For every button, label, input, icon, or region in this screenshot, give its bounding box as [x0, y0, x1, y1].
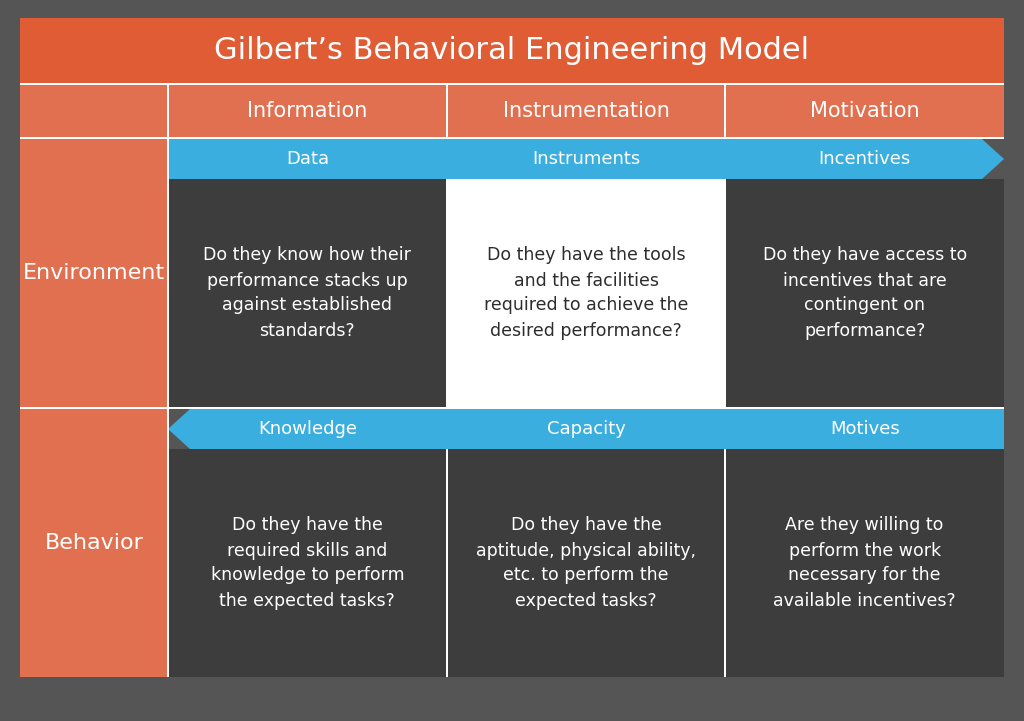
- Text: Behavior: Behavior: [45, 533, 143, 553]
- Bar: [445, 449, 447, 677]
- Bar: [20, 139, 168, 407]
- Bar: [445, 179, 447, 407]
- Bar: [446, 85, 725, 137]
- Text: Instrumentation: Instrumentation: [503, 101, 670, 121]
- Bar: [445, 85, 447, 137]
- Bar: [167, 85, 169, 677]
- Text: Instruments: Instruments: [531, 150, 640, 168]
- Text: Do they have access to
incentives that are
contingent on
performance?: Do they have access to incentives that a…: [763, 247, 967, 340]
- Bar: [168, 85, 446, 137]
- Bar: [168, 179, 446, 407]
- Text: Do they know how their
performance stacks up
against established
standards?: Do they know how their performance stack…: [204, 247, 412, 340]
- Text: Motives: Motives: [829, 420, 899, 438]
- Bar: [168, 449, 446, 677]
- Text: Do they have the
aptitude, physical ability,
etc. to perform the
expected tasks?: Do they have the aptitude, physical abil…: [476, 516, 696, 609]
- Polygon shape: [168, 139, 1004, 179]
- Bar: [724, 85, 726, 137]
- Bar: [20, 18, 1004, 83]
- Bar: [167, 85, 169, 137]
- Bar: [446, 179, 725, 407]
- Text: Knowledge: Knowledge: [258, 420, 356, 438]
- Text: Information: Information: [247, 101, 368, 121]
- Text: Do they have the tools
and the facilities
required to achieve the
desired perfor: Do they have the tools and the facilitie…: [483, 247, 688, 340]
- Text: Incentives: Incentives: [818, 150, 910, 168]
- Bar: [725, 449, 1004, 677]
- Text: Capacity: Capacity: [547, 420, 626, 438]
- Bar: [446, 449, 725, 677]
- Text: Environment: Environment: [23, 263, 165, 283]
- Bar: [20, 409, 168, 677]
- Bar: [20, 85, 168, 137]
- Text: Are they willing to
perform the work
necessary for the
available incentives?: Are they willing to perform the work nec…: [773, 516, 956, 609]
- Bar: [724, 449, 726, 677]
- Text: Data: Data: [286, 150, 329, 168]
- Bar: [724, 179, 726, 407]
- Bar: [20, 407, 1004, 409]
- Bar: [725, 85, 1004, 137]
- Bar: [20, 83, 1004, 85]
- Polygon shape: [168, 409, 1004, 449]
- Text: Motivation: Motivation: [810, 101, 920, 121]
- Bar: [20, 137, 1004, 139]
- Bar: [725, 179, 1004, 407]
- Text: Do they have the
required skills and
knowledge to perform
the expected tasks?: Do they have the required skills and kno…: [211, 516, 404, 609]
- Text: Gilbert’s Behavioral Engineering Model: Gilbert’s Behavioral Engineering Model: [214, 36, 810, 65]
